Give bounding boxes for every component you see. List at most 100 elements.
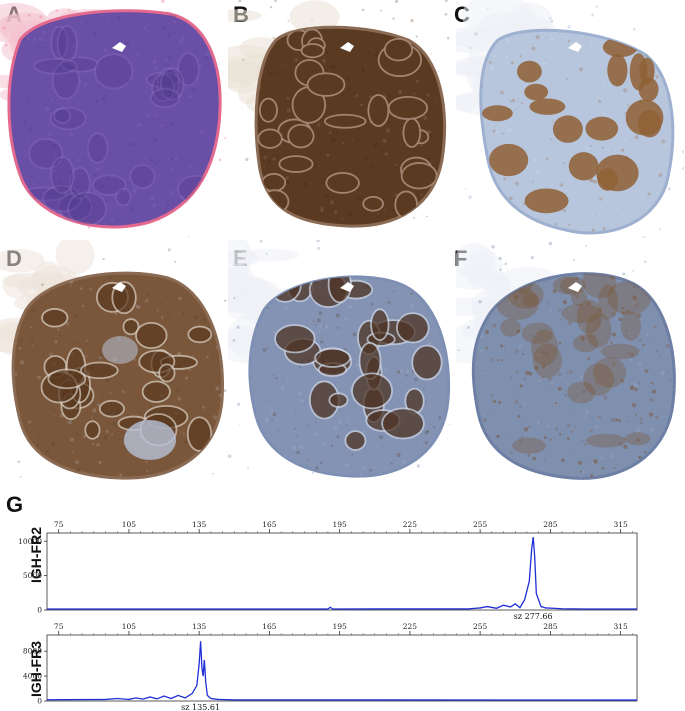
follicle	[50, 156, 75, 195]
follicle	[524, 83, 549, 101]
plot-frame	[46, 532, 638, 611]
electropherogram-igh-fr3: 75 105 135 165 195 225 255 285 315 0 4000 8000 sz 13…	[23, 622, 638, 711]
follicle	[33, 57, 79, 75]
follicle	[370, 308, 390, 342]
follicle	[86, 132, 109, 164]
x-tick-label: 135	[192, 622, 207, 631]
follicle	[529, 98, 566, 115]
peak-size-label: sz 277.66	[514, 612, 553, 620]
follicle	[67, 191, 108, 226]
follicle	[524, 188, 569, 214]
x-tick-label: 315	[613, 622, 628, 631]
follicle	[489, 143, 529, 177]
follicle	[531, 329, 559, 366]
x-tick-label: 135	[192, 520, 207, 529]
follicle	[278, 155, 314, 173]
tissue-tear	[112, 42, 126, 52]
follicle	[592, 357, 627, 388]
follicle	[135, 321, 168, 350]
follicle	[561, 303, 601, 323]
follicle	[411, 344, 443, 381]
follicle	[325, 172, 360, 194]
x-tick-label: 225	[403, 520, 418, 529]
follicle	[532, 343, 562, 379]
plot-frame	[46, 634, 638, 702]
follicle	[122, 318, 140, 336]
micrograph-e	[228, 240, 451, 478]
follicle	[159, 67, 185, 101]
tissue-tear	[568, 282, 582, 292]
follicle	[362, 195, 384, 212]
follicle	[98, 399, 125, 418]
follicle	[570, 290, 588, 306]
follicle	[607, 280, 652, 315]
x-tick-label: 105	[122, 622, 137, 631]
follicle	[600, 343, 640, 360]
follicle	[84, 420, 101, 440]
follicle	[568, 152, 599, 181]
follicle	[176, 52, 200, 87]
follicle	[69, 166, 91, 200]
x-tick-label: 255	[473, 622, 488, 631]
x-tick-label: 165	[262, 520, 277, 529]
follicle	[60, 56, 100, 73]
follicle	[300, 43, 325, 59]
follicle	[607, 53, 628, 87]
follicle	[381, 407, 425, 440]
micrograph-f	[456, 241, 676, 480]
follicle	[53, 107, 72, 124]
follicle	[328, 392, 349, 408]
follicle	[576, 299, 602, 335]
follicle	[585, 116, 619, 141]
x-tick-label: 285	[543, 622, 558, 631]
follicle	[57, 192, 93, 222]
y-tick-label: 8000	[23, 647, 42, 656]
follicle	[396, 312, 430, 344]
follicle	[80, 361, 119, 380]
x-tick-label: 225	[403, 622, 418, 631]
y-tick-label: 0	[37, 697, 42, 706]
tissue-tear	[568, 42, 582, 52]
follicle	[521, 322, 554, 344]
follicle	[151, 73, 175, 103]
follicle	[145, 71, 180, 89]
follicle	[187, 325, 213, 344]
follicle	[596, 154, 639, 192]
x-tick-label: 165	[262, 622, 277, 631]
micrograph-c	[456, 0, 684, 238]
tissue-tear	[112, 282, 126, 292]
follicle	[512, 437, 546, 454]
follicle	[28, 138, 64, 170]
follicle	[629, 53, 648, 91]
follicle	[383, 38, 414, 62]
x-tick-label: 75	[54, 622, 64, 631]
y-tick-label: 10000	[18, 537, 42, 546]
electropherogram-igh-fr2: 75 105 135 165 195 225 255 285 315 0 5000 10000 sz 2…	[18, 520, 638, 620]
follicle	[156, 67, 180, 100]
x-tick-label: 75	[54, 520, 64, 529]
follicle	[552, 115, 583, 143]
follicle	[323, 113, 367, 129]
follicle	[158, 363, 176, 383]
follicle	[517, 60, 542, 83]
follicle	[500, 318, 521, 337]
follicle	[637, 109, 662, 138]
follicle	[583, 363, 614, 396]
tissue-tear	[340, 282, 354, 292]
follicle	[149, 87, 181, 109]
follicle	[42, 184, 82, 213]
follicle	[400, 162, 438, 190]
follicle	[274, 324, 316, 354]
micrograph-b	[228, 0, 450, 228]
follicle	[585, 312, 612, 348]
follicle	[50, 25, 69, 60]
follicle	[367, 94, 390, 127]
follicle	[41, 308, 69, 328]
node-body	[471, 272, 676, 480]
follicle	[258, 97, 278, 123]
y-tick-label: 4000	[23, 672, 42, 681]
follicle	[56, 24, 78, 63]
trace-line	[46, 641, 638, 701]
follicle	[402, 117, 422, 148]
node-body	[7, 9, 222, 229]
